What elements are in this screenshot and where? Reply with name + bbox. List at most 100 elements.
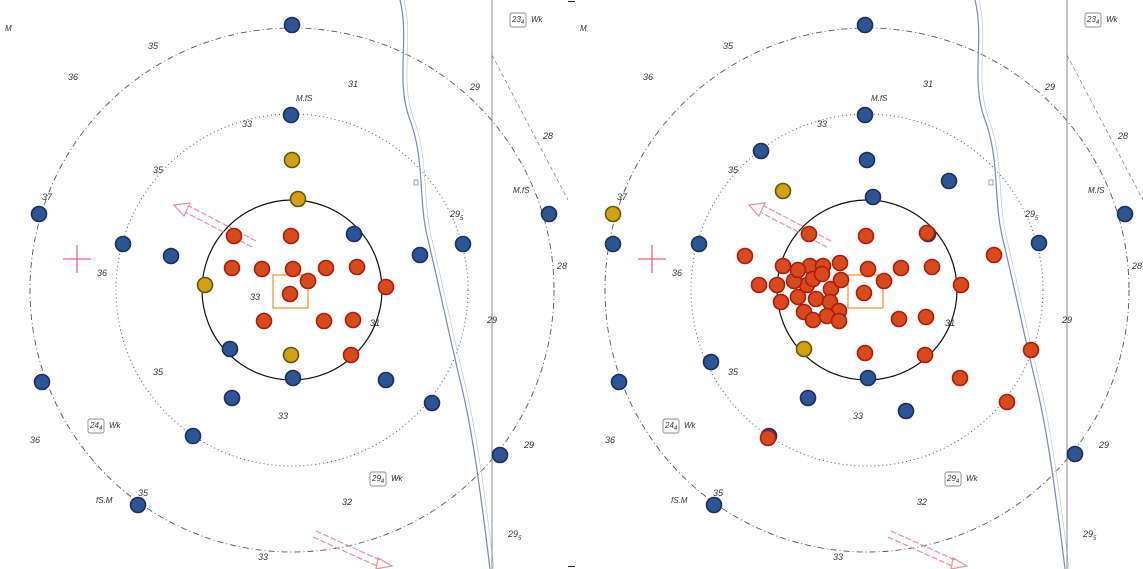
red-marker[interactable] [985,246,1003,264]
red-marker[interactable] [807,290,825,308]
red-marker[interactable] [917,308,935,326]
red-marker[interactable] [800,225,818,243]
red-marker[interactable] [736,247,754,265]
red-marker[interactable] [1022,341,1040,359]
blue-marker[interactable] [690,235,708,253]
yellow-marker[interactable] [604,205,622,223]
blue-marker[interactable] [377,371,395,389]
blue-marker[interactable] [221,340,239,358]
arrow-icon [887,530,969,569]
red-marker[interactable] [299,272,317,290]
map-label-mts: M.fS [513,186,530,195]
red-marker[interactable] [892,259,910,277]
red-marker[interactable] [804,311,822,329]
blue-marker[interactable] [858,151,876,169]
red-marker[interactable] [813,265,831,283]
blue-marker[interactable] [799,389,817,407]
red-marker[interactable] [377,278,395,296]
blue-marker[interactable] [30,205,48,223]
blue-marker[interactable] [454,235,472,253]
blue-marker[interactable] [1066,445,1084,463]
blue-marker[interactable] [283,16,301,34]
red-marker[interactable] [344,311,362,329]
blue-marker[interactable] [282,106,300,124]
red-marker[interactable] [317,259,335,277]
red-marker[interactable] [750,276,768,294]
blue-marker[interactable] [940,172,958,190]
blue-marker[interactable] [859,369,877,387]
blue-marker[interactable] [610,373,628,391]
red-marker[interactable] [789,288,807,306]
blue-marker[interactable] [1030,234,1048,252]
depth-label: 31 [348,79,358,89]
blue-marker[interactable] [856,106,874,124]
red-marker[interactable] [998,393,1016,411]
blue-marker[interactable] [540,205,558,223]
map-label-mts: M.fS [296,94,313,103]
svg-text:234: 234 [511,15,525,26]
red-marker[interactable] [284,260,302,278]
depth-label: 33 [258,552,268,562]
blue-marker[interactable] [411,246,429,264]
red-marker[interactable] [789,261,807,279]
red-marker[interactable] [342,346,360,364]
blue-marker[interactable] [864,188,882,206]
red-marker[interactable] [772,293,790,311]
red-marker[interactable] [282,227,300,245]
coast-line [978,0,1070,569]
red-marker[interactable] [890,310,908,328]
yellow-marker[interactable] [196,276,214,294]
map-panel-left: 35 36 31 29 28 33 37 36 29 28 35 33 36 29 32 295 33 35 35 3… [0,0,568,569]
red-marker[interactable] [855,284,873,302]
red-marker[interactable] [952,276,970,294]
blue-marker[interactable] [284,369,302,387]
blue-marker[interactable] [604,235,622,253]
red-marker[interactable] [774,257,792,275]
red-marker[interactable] [253,260,271,278]
red-marker[interactable] [759,429,777,447]
blue-marker[interactable] [856,16,874,34]
red-marker[interactable] [857,227,875,245]
red-marker[interactable] [255,312,273,330]
yellow-marker[interactable] [289,190,307,208]
red-marker[interactable] [923,258,941,276]
map-canvas-right[interactable]: 35 36 31 29 28 33 37 36 29 28 35 33 36 29 32 295 33 35 35 3… [575,0,1143,569]
red-marker[interactable] [225,227,243,245]
red-marker[interactable] [918,224,936,242]
blue-marker[interactable] [184,427,202,445]
blue-marker[interactable] [752,142,770,160]
red-marker[interactable] [916,346,934,364]
red-marker[interactable] [832,271,850,289]
depth-label: 35 [153,367,164,377]
red-marker[interactable] [830,312,848,330]
blue-marker[interactable] [705,496,723,514]
yellow-marker[interactable] [282,346,300,364]
blue-marker[interactable] [897,402,915,420]
red-marker[interactable] [348,258,366,276]
map-canvas-left[interactable]: 35 36 31 29 28 33 37 36 29 28 35 33 36 29 32 295 33 35 35 3… [0,0,568,569]
blue-marker[interactable] [114,235,132,253]
blue-marker[interactable] [223,389,241,407]
yellow-marker[interactable] [795,340,813,358]
blue-marker[interactable] [1116,205,1134,223]
red-marker[interactable] [875,272,893,290]
yellow-marker[interactable] [774,182,792,200]
red-marker[interactable] [315,312,333,330]
red-marker[interactable] [831,254,849,272]
blue-marker[interactable] [345,225,363,243]
yellow-marker[interactable] [283,151,301,169]
wreck-label: Wk [1106,15,1119,24]
red-marker[interactable] [768,276,786,294]
red-marker[interactable] [951,369,969,387]
range-ring-middle [690,113,1044,467]
blue-marker[interactable] [423,394,441,412]
blue-marker[interactable] [33,373,51,391]
blue-marker[interactable] [491,446,509,464]
red-marker[interactable] [281,285,299,303]
red-marker[interactable] [223,259,241,277]
blue-marker[interactable] [702,353,720,371]
red-marker[interactable] [856,344,874,362]
blue-marker[interactable] [129,496,147,514]
red-marker[interactable] [859,260,877,278]
blue-marker[interactable] [162,247,180,265]
